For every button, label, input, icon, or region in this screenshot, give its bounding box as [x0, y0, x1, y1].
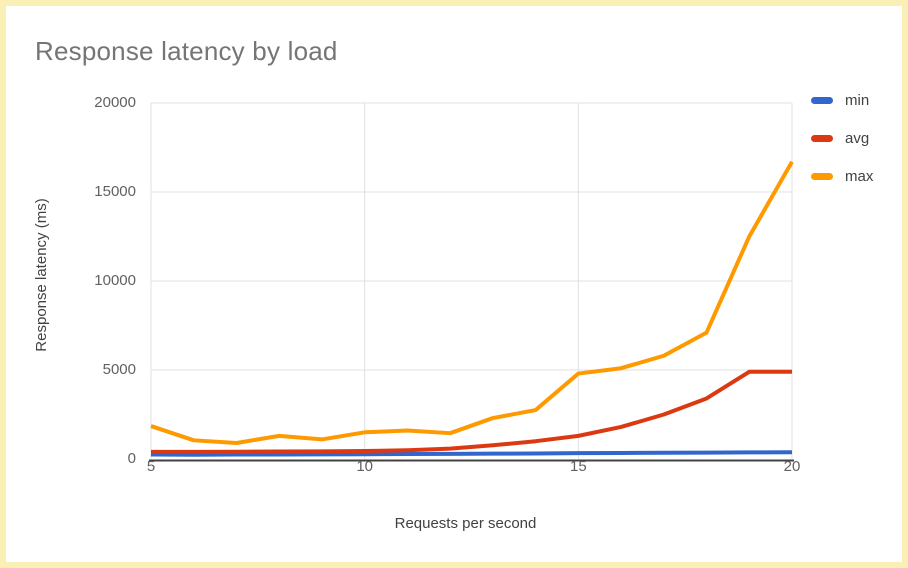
- legend-item-avg[interactable]: avg: [811, 129, 873, 147]
- legend-swatch-min: [811, 96, 833, 104]
- y-tick-label: 0: [127, 450, 136, 467]
- series-line-avg[interactable]: [151, 369, 792, 454]
- series-line-max[interactable]: [150, 160, 794, 445]
- legend-label-min: min: [845, 91, 870, 109]
- y-tick-label: 10000: [94, 272, 136, 289]
- legend: min avg max: [811, 92, 873, 206]
- x-axis-title: Requests per second: [394, 515, 537, 532]
- series-line-min[interactable]: [150, 450, 793, 457]
- legend-label-max: max: [845, 167, 874, 185]
- legend-swatch-max: [811, 172, 833, 180]
- legend-swatch-avg: [811, 134, 833, 142]
- x-tick-label: 10: [356, 458, 373, 475]
- legend-label-avg: avg: [845, 129, 870, 147]
- y-tick-label: 20000: [94, 94, 136, 111]
- y-tick-label: 5000: [102, 361, 136, 378]
- x-tick-label: 20: [783, 458, 801, 475]
- chart-title: Response latency by load: [35, 36, 338, 66]
- legend-item-min[interactable]: min: [811, 91, 873, 109]
- plot-area: [149, 102, 794, 462]
- y-tick-label: 15000: [94, 183, 136, 200]
- x-tick-label: 15: [569, 458, 587, 475]
- legend-item-max[interactable]: max: [811, 167, 874, 185]
- x-tick-label: 5: [146, 458, 156, 475]
- y-axis-title-text: Response latency (ms): [33, 198, 50, 352]
